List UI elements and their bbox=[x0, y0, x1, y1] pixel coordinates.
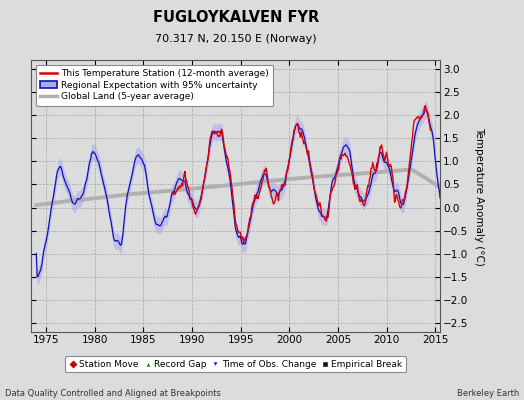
Text: Data Quality Controlled and Aligned at Breakpoints: Data Quality Controlled and Aligned at B… bbox=[5, 389, 221, 398]
Text: 70.317 N, 20.150 E (Norway): 70.317 N, 20.150 E (Norway) bbox=[155, 34, 316, 44]
Y-axis label: Temperature Anomaly (°C): Temperature Anomaly (°C) bbox=[474, 126, 484, 266]
Text: FUGLOYKALVEN FYR: FUGLOYKALVEN FYR bbox=[152, 10, 319, 25]
Text: Berkeley Earth: Berkeley Earth bbox=[456, 389, 519, 398]
Legend: Station Move, Record Gap, Time of Obs. Change, Empirical Break: Station Move, Record Gap, Time of Obs. C… bbox=[66, 356, 406, 372]
